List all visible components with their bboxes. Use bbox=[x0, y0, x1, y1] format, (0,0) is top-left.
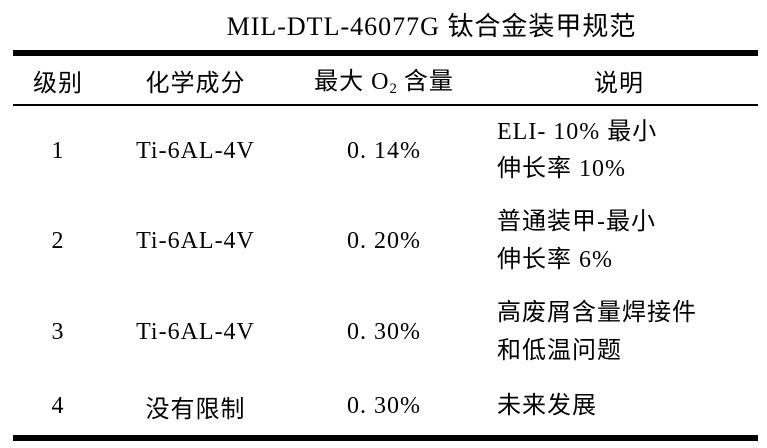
header-max-o2: 最大 O2 含量 bbox=[288, 53, 480, 105]
table-row: 1 Ti-6AL-4V 0. 14% ELI- 10% 最小 伸长率 10% bbox=[13, 105, 758, 196]
table-title: MIL-DTL-46077G 钛合金装甲规范 bbox=[226, 12, 637, 41]
header-composition-label: 化学成分 bbox=[145, 70, 246, 97]
cell-description: ELI- 10% 最小 伸长率 10% bbox=[497, 118, 658, 182]
cell-composition: 没有限制 bbox=[145, 397, 246, 423]
header-composition: 化学成分 bbox=[103, 53, 288, 105]
header-description: 说明 bbox=[480, 53, 758, 105]
cell-max-o2: 0. 30% bbox=[347, 319, 421, 345]
header-grade-label: 级别 bbox=[33, 70, 83, 97]
cell-composition: Ti-6AL-4V bbox=[136, 319, 255, 345]
o2-subscript: 2 bbox=[389, 81, 397, 98]
cell-max-o2: 0. 20% bbox=[347, 228, 421, 254]
table-body: 1 Ti-6AL-4V 0. 14% ELI- 10% 最小 伸长率 10% 2… bbox=[13, 105, 758, 438]
cell-description: 高废屑含量焊接件 和低温问题 bbox=[497, 300, 697, 364]
cell-description: 普通装甲-最小 伸长率 6% bbox=[497, 209, 656, 273]
cell-grade: 4 bbox=[51, 393, 65, 419]
header-max-o2-pre: 最大 O bbox=[314, 69, 390, 96]
cell-description: 未来发展 bbox=[497, 392, 597, 419]
header-row: 级别 化学成分 最大 O2 含量 说明 bbox=[13, 53, 758, 105]
cell-grade: 1 bbox=[51, 137, 65, 164]
cell-grade: 3 bbox=[51, 319, 65, 345]
table-header-row: 级别 化学成分 最大 O2 含量 说明 bbox=[13, 53, 758, 105]
cell-grade: 2 bbox=[51, 228, 65, 254]
cell-max-o2: 0. 30% bbox=[347, 393, 421, 419]
cell-composition: Ti-6AL-4V bbox=[136, 137, 255, 164]
header-grade: 级别 bbox=[13, 53, 103, 105]
header-description-label: 说明 bbox=[594, 70, 644, 97]
table-row: 4 没有限制 0. 30% 未来发展 bbox=[13, 378, 758, 438]
cell-composition: Ti-6AL-4V bbox=[136, 228, 255, 254]
table-row: 2 Ti-6AL-4V 0. 20% 普通装甲-最小 伸长率 6% bbox=[13, 196, 758, 287]
header-max-o2-post: 含量 bbox=[396, 69, 454, 96]
table-row: 3 Ti-6AL-4V 0. 30% 高废屑含量焊接件 和低温问题 bbox=[13, 287, 758, 378]
spec-table: 级别 化学成分 最大 O2 含量 说明 1 Ti-6AL-4V 0. 14% E… bbox=[13, 50, 758, 441]
cell-max-o2: 0. 14% bbox=[347, 137, 421, 164]
